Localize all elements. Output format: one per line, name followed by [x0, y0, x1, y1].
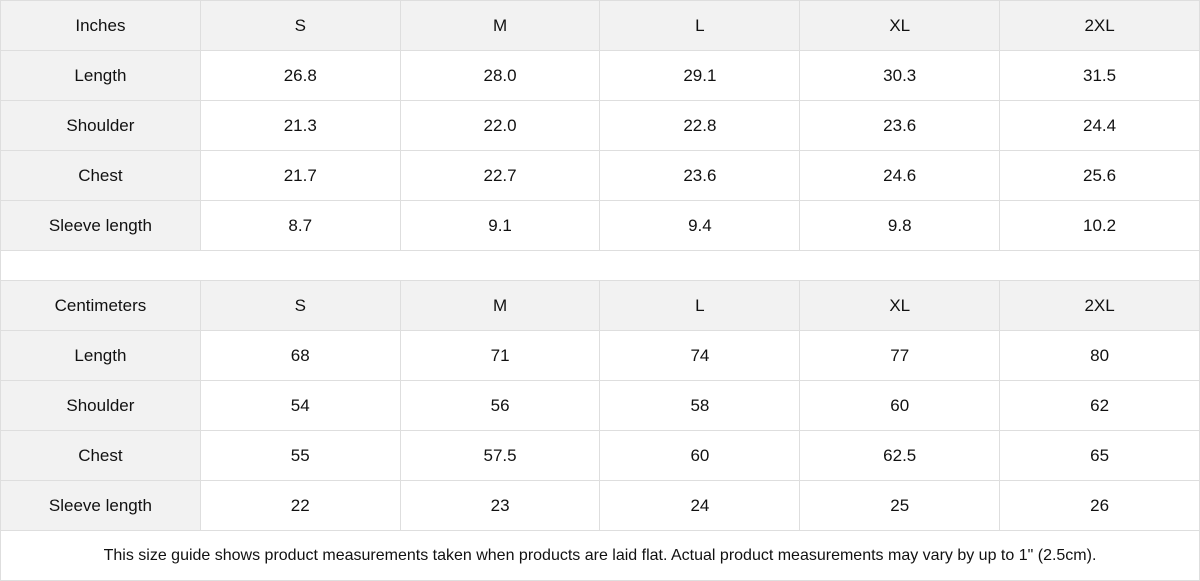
measurement-cell: 57.5	[399, 430, 601, 481]
measurement-cell: 26.8	[199, 50, 401, 101]
measurement-cell: 62	[999, 380, 1200, 431]
measurement-cell: 77	[799, 330, 1001, 381]
measurement-cell: 71	[399, 330, 601, 381]
measurement-cell: 26	[999, 480, 1200, 531]
measurement-cell: 21.7	[199, 150, 401, 201]
size-header: L	[599, 280, 801, 331]
size-header: M	[399, 280, 601, 331]
measurement-cell: 24.4	[999, 100, 1200, 151]
size-header: L	[599, 0, 801, 51]
row-label: Sleeve length	[0, 200, 201, 251]
measurement-cell: 10.2	[999, 200, 1200, 251]
row-label: Length	[0, 50, 201, 101]
size-header: S	[199, 0, 401, 51]
table-row: Chest 55 57.5 60 62.5 65	[0, 430, 1200, 481]
footer-row: This size guide shows product measuremen…	[0, 530, 1200, 581]
measurement-cell: 74	[599, 330, 801, 381]
table-row: Length 68 71 74 77 80	[0, 330, 1200, 381]
measurement-cell: 56	[399, 380, 601, 431]
measurement-cell: 23.6	[599, 150, 801, 201]
size-header: 2XL	[999, 280, 1200, 331]
row-label: Shoulder	[0, 380, 201, 431]
measurement-cell: 22.7	[399, 150, 601, 201]
row-label: Length	[0, 330, 201, 381]
size-header: XL	[799, 280, 1001, 331]
measurement-cell: 9.8	[799, 200, 1001, 251]
table-row: Length 26.8 28.0 29.1 30.3 31.5	[0, 50, 1200, 101]
footer-note: This size guide shows product measuremen…	[0, 530, 1200, 581]
measurement-cell: 68	[199, 330, 401, 381]
measurement-cell: 60	[799, 380, 1001, 431]
measurement-cell: 9.4	[599, 200, 801, 251]
measurement-cell: 60	[599, 430, 801, 481]
header-row: Inches S M L XL 2XL	[0, 0, 1200, 51]
row-label: Chest	[0, 430, 201, 481]
measurement-cell: 25	[799, 480, 1001, 531]
table-row: Shoulder 54 56 58 60 62	[0, 380, 1200, 431]
spacer	[0, 250, 1200, 281]
measurement-cell: 80	[999, 330, 1200, 381]
table-row: Sleeve length 22 23 24 25 26	[0, 480, 1200, 531]
measurement-cell: 9.1	[399, 200, 601, 251]
measurement-cell: 23	[399, 480, 601, 531]
measurement-cell: 28.0	[399, 50, 601, 101]
measurement-cell: 25.6	[999, 150, 1200, 201]
measurement-cell: 22.8	[599, 100, 801, 151]
table-row: Shoulder 21.3 22.0 22.8 23.6 24.4	[0, 100, 1200, 151]
measurement-cell: 21.3	[199, 100, 401, 151]
measurement-cell: 62.5	[799, 430, 1001, 481]
table-row: Sleeve length 8.7 9.1 9.4 9.8 10.2	[0, 200, 1200, 251]
unit-header: Centimeters	[0, 280, 201, 331]
measurement-cell: 54	[199, 380, 401, 431]
measurement-cell: 65	[999, 430, 1200, 481]
size-header: S	[199, 280, 401, 331]
size-header: 2XL	[999, 0, 1200, 51]
unit-header: Inches	[0, 0, 201, 51]
row-label: Chest	[0, 150, 201, 201]
measurement-cell: 22.0	[399, 100, 601, 151]
size-header: XL	[799, 0, 1001, 51]
measurement-cell: 30.3	[799, 50, 1001, 101]
measurement-cell: 22	[199, 480, 401, 531]
row-label: Shoulder	[0, 100, 201, 151]
measurement-cell: 8.7	[199, 200, 401, 251]
measurement-cell: 31.5	[999, 50, 1200, 101]
measurement-cell: 24	[599, 480, 801, 531]
measurement-cell: 29.1	[599, 50, 801, 101]
measurement-cell: 23.6	[799, 100, 1001, 151]
measurement-cell: 55	[199, 430, 401, 481]
size-header: M	[399, 0, 601, 51]
measurement-cell: 24.6	[799, 150, 1001, 201]
row-label: Sleeve length	[0, 480, 201, 531]
spacer-row	[0, 250, 1200, 281]
table-row: Chest 21.7 22.7 23.6 24.6 25.6	[0, 150, 1200, 201]
measurement-cell: 58	[599, 380, 801, 431]
header-row: Centimeters S M L XL 2XL	[0, 280, 1200, 331]
